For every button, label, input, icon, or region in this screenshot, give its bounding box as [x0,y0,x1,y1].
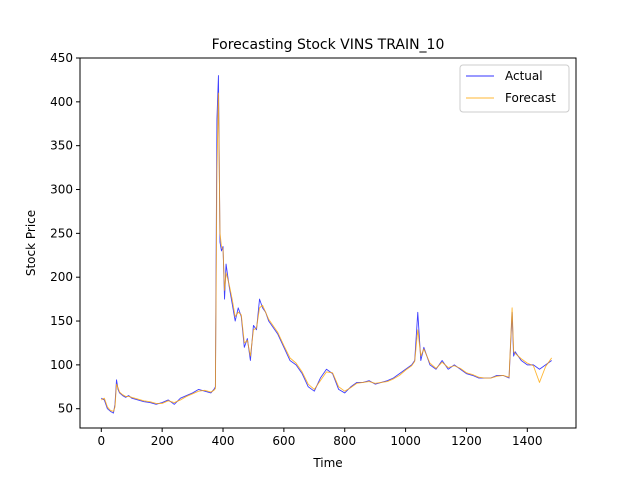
series-line-forecast [101,92,553,412]
y-tick-label: 450 [50,51,73,65]
legend-box [459,64,570,113]
x-tick-label: 1400 [512,434,543,448]
y-axis-label: Stock Price [24,210,38,276]
x-axis-label: Time [312,456,342,470]
y-tick-label: 350 [50,139,73,153]
legend: Actual Forecast [459,64,570,113]
series-layer [101,75,553,414]
x-tick-label: 0 [97,434,105,448]
y-tick-label: 50 [58,402,73,416]
x-tick-label: 200 [151,434,174,448]
y-tick-label: 400 [50,95,73,109]
plot-frame [79,57,577,429]
y-tick-label: 150 [50,314,73,328]
y-tick-label: 300 [50,183,73,197]
chart-title: Forecasting Stock VINS TRAIN_10 [212,37,445,53]
x-tick-label: 600 [272,434,295,448]
x-tick-label: 1200 [451,434,482,448]
legend-label-actual: Actual [505,69,543,83]
legend-label-forecast: Forecast [505,91,556,105]
y-tick-label: 200 [50,270,73,284]
y-tick-label: 100 [50,358,73,372]
x-tick-label: 1000 [390,434,421,448]
x-tick-label: 400 [212,434,235,448]
x-axis: 0 200 400 600 800 1000 1200 1400 [97,428,543,448]
y-tick-label: 250 [50,226,73,240]
y-axis: 50 100 150 200 250 300 350 400 450 [50,51,80,416]
x-tick-label: 800 [333,434,356,448]
